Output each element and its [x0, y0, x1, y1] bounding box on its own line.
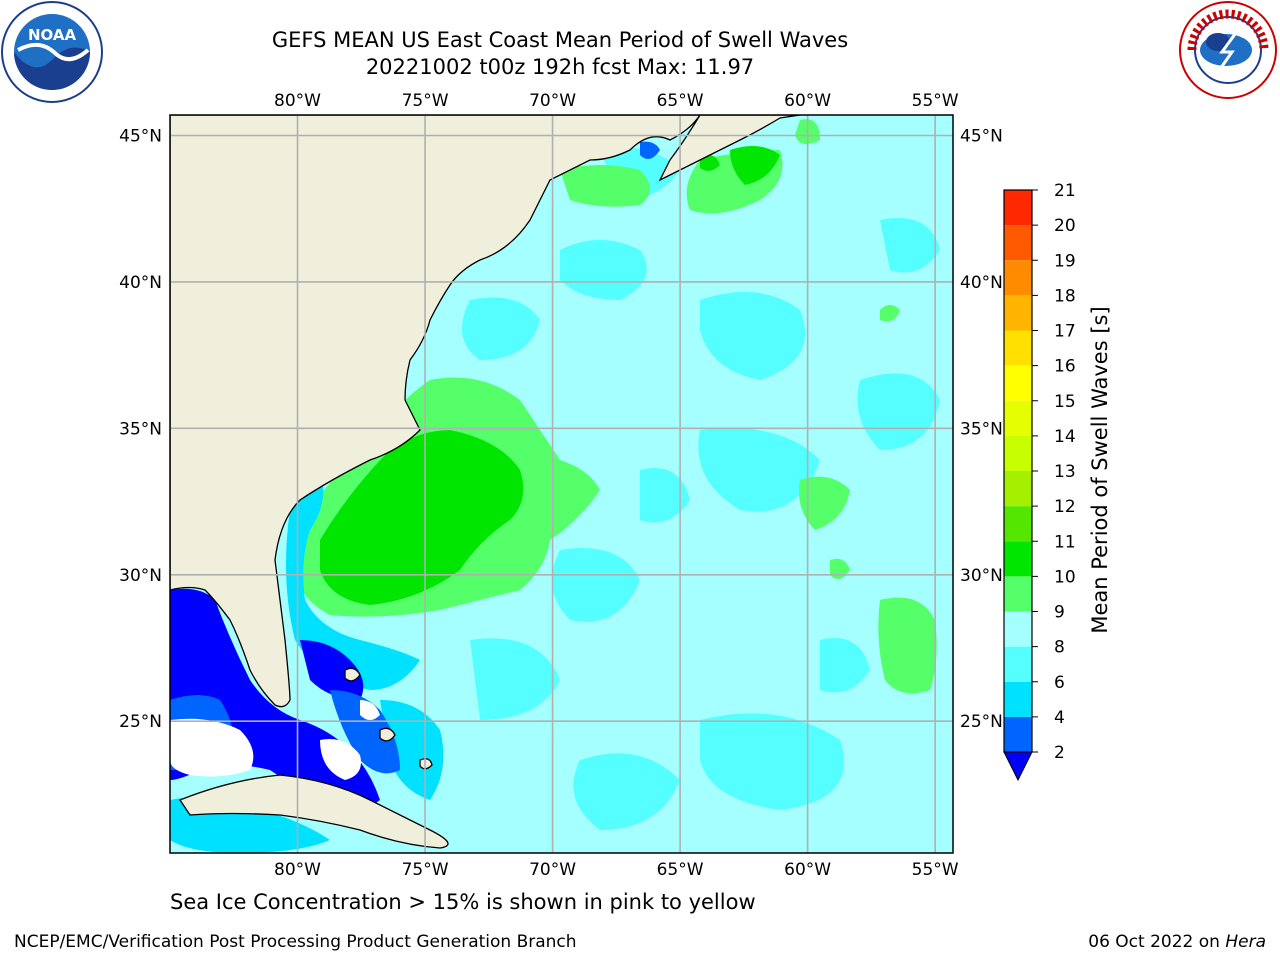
colorbar-tick-label: 15 — [1054, 392, 1076, 412]
land-mass — [170, 115, 801, 849]
sea-ice-note: Sea Ice Concentration > 15% is shown in … — [170, 890, 756, 914]
colorbar-segment — [1004, 190, 1032, 226]
chart-subtitle: 20221002 t00z 192h fcst Max: 11.97 — [365, 55, 755, 79]
lat-tick-label: 35°N — [960, 419, 1003, 439]
colorbar-segment — [1004, 646, 1032, 682]
no-data-areas — [170, 700, 380, 780]
map-frame — [169, 114, 954, 854]
lon-tick-label: 80°W — [274, 91, 321, 111]
lat-tick-label: 25°N — [960, 712, 1003, 732]
colorbar-segment — [1004, 330, 1032, 366]
graticule — [170, 115, 953, 853]
credit-line: NCEP/EMC/Verification Post Processing Pr… — [14, 932, 577, 952]
lon-tick-label: 75°W — [402, 91, 449, 111]
longitude-labels-bottom: 80°W 75°W 70°W 65°W 60°W 55°W — [274, 860, 959, 880]
colorbar-extend-arrow — [1003, 751, 1033, 782]
lon-tick-label: 65°W — [657, 860, 704, 880]
lon-tick-label: 55°W — [912, 860, 959, 880]
lon-tick-label: 70°W — [529, 91, 576, 111]
colorbar-label: Mean Period of Swell Waves [s] — [1088, 306, 1112, 633]
colorbar-tick-label: 8 — [1054, 638, 1065, 658]
lat-tick-label: 40°N — [119, 273, 162, 293]
longitude-labels-top: 80°W 75°W 70°W 65°W 60°W 55°W — [274, 91, 959, 111]
noaa-logo: NOAA — [1, 1, 103, 103]
colorbar-tick-label: 10 — [1054, 567, 1076, 587]
colorbar-tick-label: 6 — [1054, 673, 1065, 693]
colorbar-tick-label: 4 — [1054, 708, 1065, 728]
colorbar-tick-label: 17 — [1054, 322, 1076, 342]
latitude-labels-left: 45°N 40°N 35°N 30°N 25°N — [119, 127, 162, 733]
colorbar-tick-label: 11 — [1054, 532, 1076, 552]
colorbar: 2 4 6 8 9 10 11 12 13 14 15 16 17 18 19 20 21 — [1003, 181, 1076, 782]
colorbar-segment — [1004, 435, 1032, 471]
swell-period-10s-region — [320, 146, 780, 605]
colorbar-segment — [1004, 576, 1032, 612]
date-stamp: 06 Oct 2022 on Hera — [1088, 932, 1266, 952]
lon-tick-label: 80°W — [274, 860, 321, 880]
colorbar-segment — [1004, 611, 1032, 647]
colorbar-segment — [1004, 716, 1032, 752]
lat-tick-label: 25°N — [119, 712, 162, 732]
colorbar-tick-label: 13 — [1054, 462, 1076, 482]
lat-tick-label: 45°N — [119, 127, 162, 147]
lon-tick-label: 60°W — [784, 91, 831, 111]
national-weather-service-logo — [1179, 1, 1277, 99]
lat-tick-label: 30°N — [119, 566, 162, 586]
lon-tick-label: 65°W — [657, 91, 704, 111]
colorbar-segment — [1004, 295, 1032, 331]
lat-tick-label: 40°N — [960, 273, 1003, 293]
colorbar-segment — [1004, 506, 1032, 542]
date-text: 06 Oct 2022 on — [1088, 932, 1220, 952]
lon-tick-label: 60°W — [784, 860, 831, 880]
lat-tick-label: 35°N — [119, 419, 162, 439]
lat-tick-label: 45°N — [960, 127, 1003, 147]
colorbar-tick-label: 18 — [1054, 286, 1076, 306]
colorbar-segment — [1004, 225, 1032, 261]
latitude-labels-right: 45°N 40°N 35°N 30°N 25°N — [960, 127, 1003, 733]
colorbar-tick-label: 21 — [1054, 181, 1076, 201]
colorbar-segment — [1004, 365, 1032, 401]
colorbar-tick-label: 19 — [1054, 251, 1076, 271]
colorbar-segment — [1004, 681, 1032, 717]
host-name: Hera — [1225, 932, 1266, 952]
colorbar-tick-label: 14 — [1054, 427, 1076, 447]
svg-text:NOAA: NOAA — [28, 26, 77, 44]
colorbar-tick-label: 20 — [1054, 216, 1076, 236]
colorbar-tick-label: 16 — [1054, 357, 1076, 377]
map-plot-area — [170, 115, 953, 853]
lon-tick-label: 75°W — [402, 860, 449, 880]
colorbar-tick-label: 2 — [1054, 743, 1065, 763]
colorbar-tick-label: 9 — [1054, 603, 1065, 623]
lat-tick-label: 30°N — [960, 566, 1003, 586]
colorbar-segment — [1004, 400, 1032, 436]
colorbar-segment — [1004, 260, 1032, 296]
colorbar-segment — [1004, 471, 1032, 507]
lon-tick-label: 55°W — [912, 91, 959, 111]
chart-title: GEFS MEAN US East Coast Mean Period of S… — [271, 28, 849, 52]
lon-tick-label: 70°W — [529, 860, 576, 880]
colorbar-tick-label: 12 — [1054, 497, 1076, 517]
colorbar-segment — [1004, 541, 1032, 577]
